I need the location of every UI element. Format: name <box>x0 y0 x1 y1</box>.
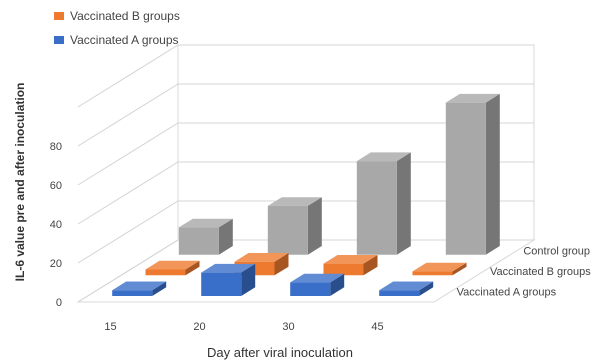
series-axis-label: Vaccinated A groups <box>457 287 557 299</box>
bar-top <box>201 263 256 273</box>
y-axis-title: IL-6 value pre and after inoculation <box>13 83 27 282</box>
bar-top <box>445 93 500 103</box>
bar-side <box>396 152 411 255</box>
bar <box>267 205 308 255</box>
bar-side <box>185 260 200 276</box>
bar <box>445 102 486 255</box>
gridline <box>77 83 534 147</box>
bar-top <box>323 255 378 264</box>
bar-top <box>412 262 467 272</box>
bar-side <box>363 255 378 276</box>
bar <box>379 290 420 296</box>
legend-label: Vaccinated B groups <box>70 9 180 23</box>
gridline <box>77 200 534 264</box>
bar-side <box>241 263 256 296</box>
bar <box>290 282 331 296</box>
bar-top <box>145 260 200 270</box>
legend-swatch <box>54 12 64 20</box>
bar-top <box>267 197 322 206</box>
gridline <box>77 122 534 186</box>
series-axis-label: Vaccinated B groups <box>490 266 591 278</box>
legend-swatch <box>54 36 64 44</box>
y-tick-label: 60 <box>50 180 62 192</box>
bar-top <box>234 253 289 262</box>
y-tick-label: 80 <box>50 141 62 153</box>
bar <box>145 269 186 276</box>
series-axis-label: Control group <box>523 245 590 257</box>
x-tick-label: 45 <box>371 321 383 333</box>
bar-top <box>178 218 233 228</box>
bar-top <box>379 281 434 291</box>
bar-top <box>112 281 167 291</box>
gridline <box>77 44 534 108</box>
bar-side <box>419 281 434 296</box>
x-tick-label: 20 <box>193 321 205 333</box>
legend-label: Vaccinated A groups <box>70 33 179 47</box>
x-tick-label: 15 <box>104 321 116 333</box>
gridline <box>77 239 534 303</box>
x-axis-title: Day after viral inoculation <box>207 345 353 360</box>
gridline <box>77 161 534 225</box>
bar <box>112 290 153 296</box>
y-tick-label: 40 <box>50 219 62 231</box>
bar-top <box>290 273 345 283</box>
bar-side <box>274 253 289 276</box>
y-tick-label: 20 <box>50 258 62 270</box>
y-tick-label: 0 <box>56 297 62 309</box>
bar <box>201 272 242 296</box>
bar-side <box>330 273 345 296</box>
bar <box>178 227 219 255</box>
bar-top <box>356 152 411 162</box>
bar-side <box>307 197 322 255</box>
bar-side <box>485 93 500 255</box>
x-tick-label: 30 <box>282 321 294 333</box>
bar-side <box>452 262 467 276</box>
bar <box>412 271 453 276</box>
bar-side <box>152 281 167 296</box>
bar <box>356 161 397 255</box>
bar <box>323 263 364 276</box>
bar-side <box>218 218 233 255</box>
